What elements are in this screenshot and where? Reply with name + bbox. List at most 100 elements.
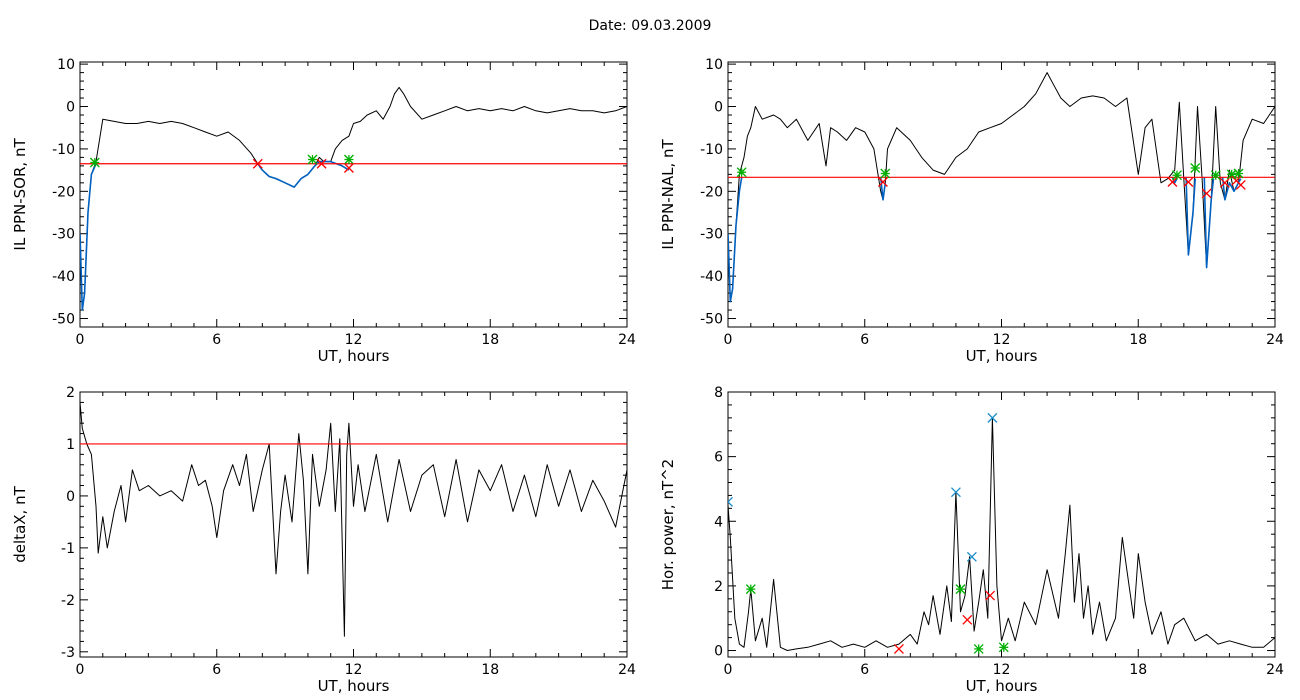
- marker-stroke: [878, 177, 888, 187]
- x-tick-label: 12: [993, 662, 1011, 678]
- x-tick-label: 6: [860, 662, 869, 678]
- marker-stroke: [316, 158, 327, 169]
- star-marker: [1233, 168, 1244, 179]
- highlight-segment: [879, 177, 887, 201]
- y-tick-label: 10: [57, 57, 75, 73]
- y-tick-label: 10: [705, 57, 723, 73]
- x-tick-label: 0: [724, 662, 733, 678]
- y-tick-label: 4: [714, 514, 723, 530]
- x-marker: [893, 643, 904, 654]
- highlight-segment: [1203, 177, 1215, 269]
- x-marker: [950, 487, 961, 498]
- y-tick-label: -20: [700, 184, 723, 200]
- y-tick-label: 1: [66, 437, 75, 453]
- y-tick-label: -50: [700, 312, 723, 328]
- marker-stroke: [728, 496, 733, 503]
- y-tick-label: 0: [66, 489, 75, 505]
- date-title: Date: 09.03.2009: [588, 18, 712, 34]
- star-marker: [1210, 170, 1221, 181]
- x-tick-label: 6: [212, 662, 221, 678]
- y-tick-label: -30: [700, 227, 723, 243]
- star-marker: [307, 154, 318, 165]
- star-marker: [880, 168, 891, 179]
- marker-stroke: [728, 500, 733, 507]
- y-tick-label: 8: [714, 385, 723, 401]
- x-marker: [728, 496, 733, 507]
- star-marker: [1190, 163, 1201, 173]
- plot-frame: [727, 61, 1276, 328]
- plot-frame: [79, 391, 628, 658]
- marker-stroke: [893, 643, 904, 654]
- data-layer: [728, 72, 1275, 303]
- x-tick-label: 24: [1266, 332, 1284, 348]
- star-marker: [89, 157, 100, 168]
- y-tick-label: -20: [52, 184, 75, 200]
- marker-stroke: [343, 163, 354, 173]
- marker-stroke: [1201, 188, 1212, 199]
- plot-frame: [727, 391, 1276, 658]
- y-tick-label: -50: [52, 312, 75, 328]
- x-marker: [343, 163, 354, 173]
- y-tick-label: 0: [714, 644, 723, 660]
- x-marker: [1201, 188, 1212, 199]
- data-trace: [728, 72, 1275, 303]
- highlight-segment: [1185, 177, 1196, 256]
- star-marker: [973, 643, 984, 654]
- y-tick-label: -1: [61, 541, 75, 557]
- data-trace: [728, 417, 1275, 651]
- y-tick-label: 0: [66, 100, 75, 116]
- data-layer: [80, 402, 627, 637]
- x-tick-label: 18: [481, 662, 499, 678]
- y-tick-label: 2: [66, 385, 75, 401]
- y-tick-label: 2: [714, 579, 723, 595]
- panel-ppn-nal: 0 6 12 18 24 -50 -40 -30 -20 -10 0 10 UT, hours IL PP…: [659, 57, 1284, 365]
- y-tick-label: 6: [714, 450, 723, 466]
- panel-ppn-sor: 0 6 12 18 24 -50 -40 -30 -20 -10 0 10 UT, hours IL PP…: [11, 57, 636, 365]
- marker-stroke: [962, 614, 973, 625]
- x-marker: [316, 158, 327, 169]
- star-marker: [736, 167, 747, 178]
- x-axis-label: UT, hours: [318, 677, 390, 695]
- highlight-segment: [1221, 177, 1242, 201]
- x-marker: [966, 551, 977, 562]
- y-tick-label: -40: [700, 269, 723, 285]
- star-marker: [343, 154, 354, 165]
- star-marker: [1172, 170, 1182, 181]
- highlight-segment: [80, 163, 97, 311]
- highlight-segment: [728, 177, 743, 303]
- plot-frame: [79, 61, 628, 328]
- x-tick-label: 24: [618, 332, 636, 348]
- y-tick-label: -30: [52, 227, 75, 243]
- x-tick-label: 0: [76, 332, 85, 348]
- marker-stroke: [950, 487, 961, 498]
- y-tick-label: -10: [52, 142, 75, 158]
- x-marker: [252, 158, 263, 169]
- y-axis-label: IL PPN-SOR, nT: [11, 138, 29, 251]
- y-axis-label: IL PPN-NAL, nT: [659, 139, 677, 250]
- x-axis-label: UT, hours: [318, 347, 390, 365]
- star-marker: [998, 642, 1009, 653]
- y-axis-label: Hor. power, nT^2: [659, 459, 677, 590]
- data-trace: [80, 402, 627, 637]
- y-axis-label: deltaX, nT: [11, 485, 29, 562]
- x-marker: [1183, 177, 1194, 187]
- x-tick-label: 18: [1129, 332, 1147, 348]
- x-tick-label: 18: [481, 332, 499, 348]
- marker-stroke: [1219, 177, 1230, 188]
- data-layer: [80, 86, 627, 311]
- marker-stroke: [252, 158, 263, 169]
- x-tick-label: 12: [345, 662, 363, 678]
- x-marker: [987, 412, 998, 423]
- x-tick-label: 24: [618, 662, 636, 678]
- x-tick-label: 6: [212, 332, 221, 348]
- x-marker: [1167, 177, 1178, 187]
- y-tick-label: 0: [714, 100, 723, 116]
- x-tick-label: 12: [993, 332, 1011, 348]
- marker-stroke: [1167, 177, 1178, 187]
- x-tick-label: 12: [345, 332, 363, 348]
- x-marker: [878, 177, 888, 187]
- x-tick-label: 0: [724, 332, 733, 348]
